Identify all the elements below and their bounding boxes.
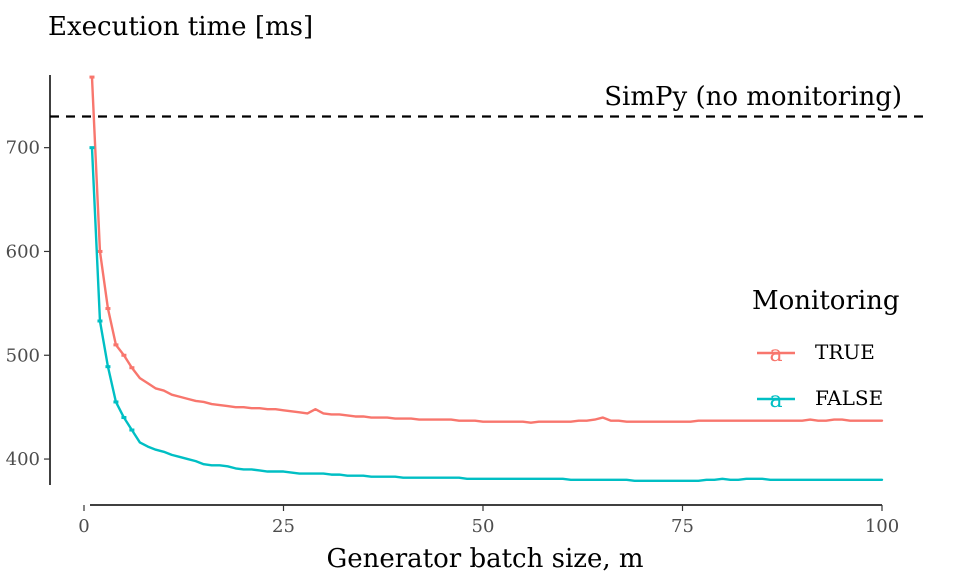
series-line-false (90, 146, 884, 483)
series-line-true (90, 75, 884, 424)
x-axis-label: Generator batch size, m (326, 544, 643, 574)
x-tick-label: 100 (865, 516, 899, 537)
y-tick-label: 600 (6, 241, 40, 262)
x-tick-label: 0 (78, 516, 89, 537)
y-tick-label: 500 (6, 345, 40, 366)
x-tick-label: 75 (671, 516, 694, 537)
legend-title: Monitoring (752, 286, 900, 316)
reference-line-label: SimPy (no monitoring) (604, 82, 902, 112)
legend-key-glyph-false: a (769, 388, 782, 413)
legend-label-false: FALSE (815, 386, 883, 410)
y-tick-label: 700 (6, 138, 40, 159)
legend-key-glyph-true: a (769, 342, 782, 367)
legend-items: a TRUE a FALSE (757, 340, 883, 413)
legend: Monitoring a TRUE a FALSE (752, 286, 900, 413)
chart-title: Execution time [ms] (48, 12, 313, 42)
x-tick-label: 25 (272, 516, 295, 537)
x-tick-label: 50 (472, 516, 495, 537)
plot-area (50, 75, 928, 483)
y-axis-ticks: 400 500 600 700 (6, 138, 50, 470)
y-tick-label: 400 (6, 449, 40, 470)
x-axis-ticks: 0 25 50 75 100 (78, 505, 899, 537)
legend-label-true: TRUE (815, 340, 875, 364)
